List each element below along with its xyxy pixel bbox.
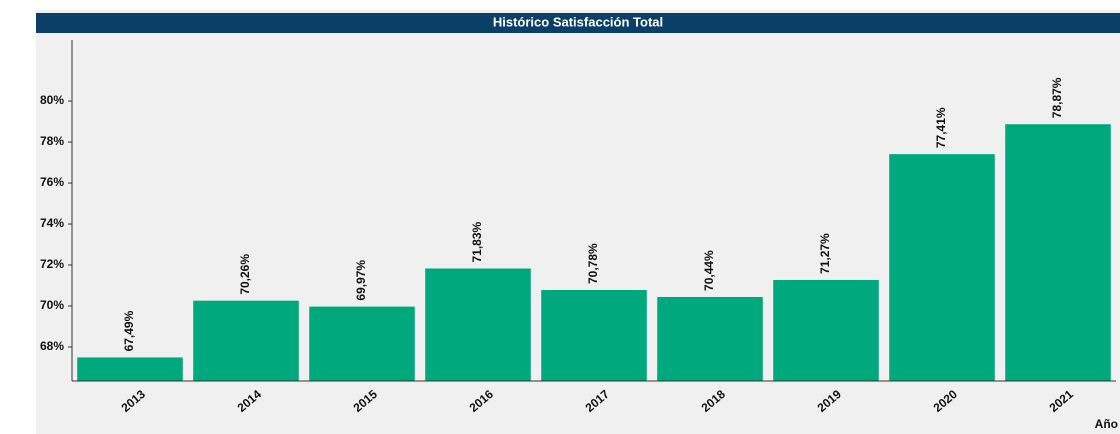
bar	[77, 357, 183, 381]
bar	[309, 306, 415, 381]
bar	[1005, 124, 1111, 382]
y-tick-label: 78%	[40, 134, 64, 148]
chart-title: Histórico Satisfacción Total	[493, 14, 663, 29]
title-bar	[36, 13, 1120, 33]
y-tick-label: 68%	[40, 339, 64, 353]
value-label: 71,27%	[818, 233, 832, 274]
x-axis-label: Año	[1095, 417, 1118, 431]
bar	[889, 154, 995, 381]
y-tick-label: 74%	[40, 216, 64, 230]
value-label: 69,97%	[354, 260, 368, 301]
y-tick-label: 72%	[40, 257, 64, 271]
value-label: 70,44%	[702, 250, 716, 291]
value-label: 70,78%	[586, 243, 600, 284]
bar	[425, 268, 531, 381]
bar	[541, 290, 647, 381]
value-label: 77,41%	[934, 107, 948, 148]
y-tick-label: 70%	[40, 298, 64, 312]
value-label: 67,49%	[122, 310, 136, 351]
bar	[193, 300, 299, 381]
y-tick-label: 76%	[40, 175, 64, 189]
value-label: 70,26%	[238, 254, 252, 295]
y-tick-label: 80%	[40, 93, 64, 107]
bar	[773, 279, 879, 381]
value-label: 78,87%	[1050, 77, 1064, 118]
value-label: 71,83%	[470, 221, 484, 262]
bar	[657, 296, 763, 381]
